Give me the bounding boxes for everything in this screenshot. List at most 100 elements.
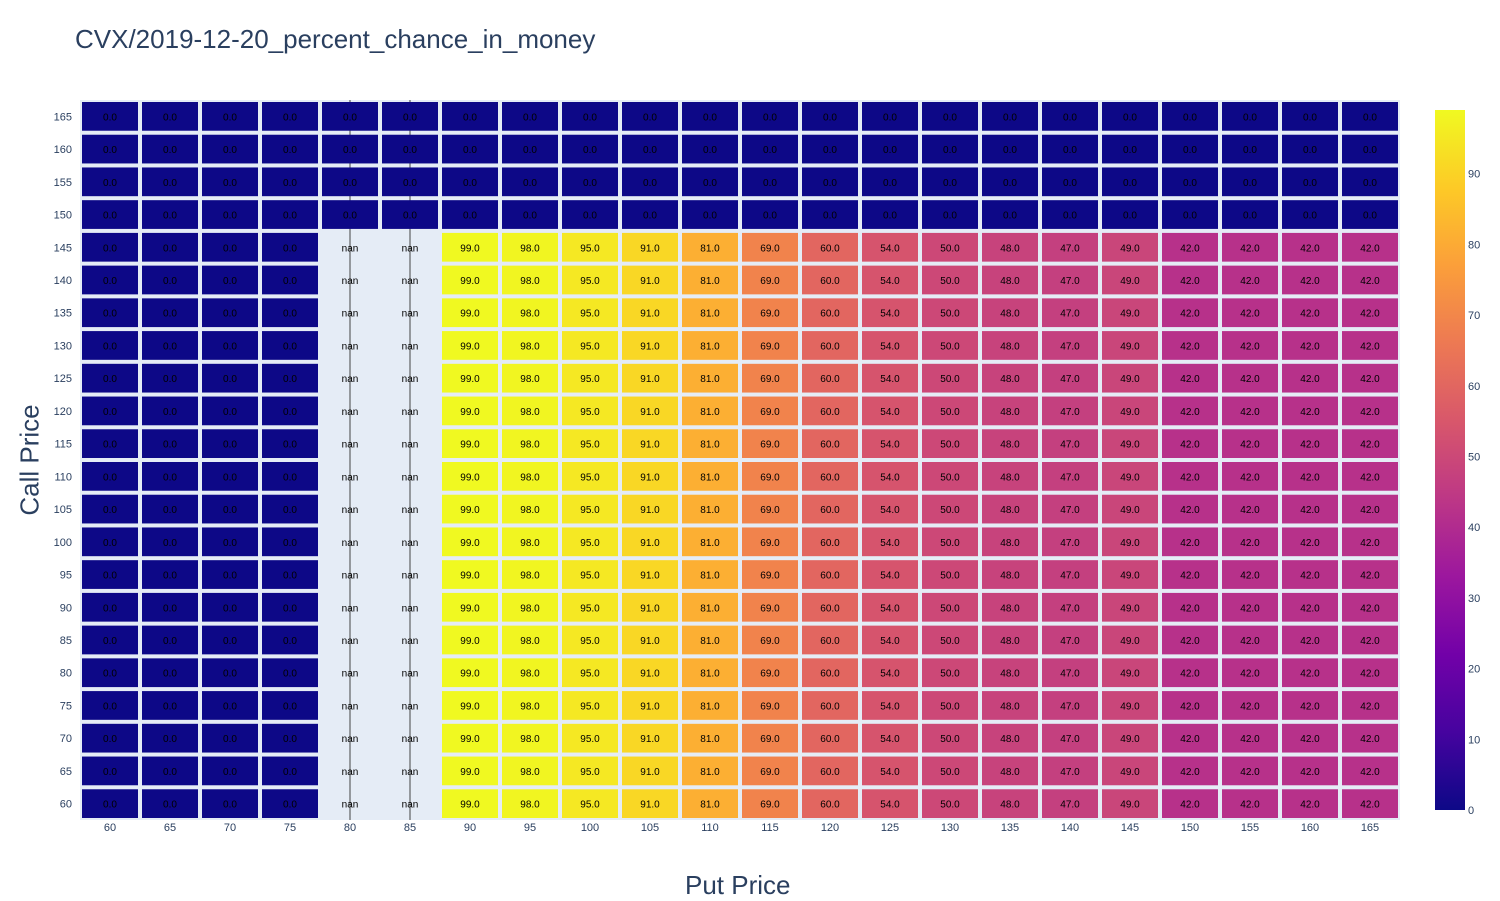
- heatmap-cell: [922, 331, 978, 360]
- colorbar-tick-label: 40: [1468, 522, 1480, 534]
- heatmap-cell: [1222, 592, 1278, 622]
- heatmap-cell: [802, 527, 858, 557]
- heatmap-cell: [442, 363, 498, 393]
- cell-label: 60.0: [820, 309, 840, 320]
- cell-label: 47.0: [1060, 243, 1080, 254]
- cell-label: 91.0: [640, 243, 660, 254]
- heatmap-cell: [202, 232, 258, 262]
- heatmap-cell: [622, 134, 678, 164]
- heatmap-cell: [682, 560, 738, 589]
- cell-label: 49.0: [1120, 243, 1140, 254]
- cell-label: 60.0: [820, 701, 840, 712]
- cell-label: 81.0: [700, 669, 720, 680]
- heatmap-cell: [202, 298, 258, 328]
- cell-label: 42.0: [1180, 767, 1200, 778]
- x-tick-label: 95: [524, 822, 536, 834]
- cell-label: 0.0: [703, 145, 717, 156]
- cell-label: nan: [402, 243, 419, 254]
- heatmap-cell: [1222, 331, 1278, 360]
- cell-label: 60.0: [820, 538, 840, 549]
- heatmap-cell: [82, 592, 138, 622]
- cell-label: 50.0: [940, 309, 960, 320]
- cell-label: 0.0: [523, 112, 537, 123]
- heatmap-cell: [382, 134, 438, 164]
- heatmap-cell: [1162, 560, 1218, 589]
- cell-label: 0.0: [1303, 112, 1317, 123]
- heatmap-cell: [502, 756, 558, 786]
- heatmap-cell: [862, 331, 918, 360]
- cell-label: 0.0: [163, 734, 177, 745]
- cell-label: 0.0: [943, 145, 957, 156]
- heatmap-cell: [682, 265, 738, 295]
- cell-label: 42.0: [1300, 440, 1320, 451]
- heatmap-cell: [562, 167, 618, 197]
- heatmap-cell: [1162, 232, 1218, 262]
- heatmap-cell: [622, 462, 678, 491]
- cell-label: 0.0: [283, 603, 297, 614]
- y-tick-label: 115: [54, 439, 72, 451]
- heatmap-cell: [1102, 363, 1158, 393]
- heatmap-cell: [1342, 560, 1398, 589]
- heatmap-cell: [862, 200, 918, 229]
- heatmap-cell: [1282, 102, 1338, 131]
- heatmap-cell: [1042, 396, 1098, 426]
- cell-label: 47.0: [1060, 440, 1080, 451]
- cell-label: 48.0: [1000, 603, 1020, 614]
- cell-label: 0.0: [163, 505, 177, 516]
- heatmap-cell: [682, 200, 738, 229]
- cell-label: 0.0: [1243, 145, 1257, 156]
- x-tick-label: 120: [821, 822, 839, 834]
- cell-label: nan: [402, 669, 419, 680]
- cell-label: 0.0: [103, 407, 117, 418]
- heatmap-cell: [682, 723, 738, 753]
- heatmap-cell: [382, 167, 438, 197]
- cell-label: 99.0: [460, 800, 480, 811]
- heatmap-cell: [442, 723, 498, 753]
- cell-label: 69.0: [760, 800, 780, 811]
- heatmap-cell: [1162, 396, 1218, 426]
- cell-label: 54.0: [880, 701, 900, 712]
- cell-label: 47.0: [1060, 309, 1080, 320]
- heatmap-cell: [1042, 200, 1098, 229]
- cell-label: 0.0: [703, 178, 717, 189]
- heatmap-cell: [922, 592, 978, 622]
- cell-label: nan: [342, 734, 359, 745]
- heatmap-cell: [982, 331, 1038, 360]
- y-tick-label: 160: [54, 144, 72, 156]
- heatmap-cell: [802, 658, 858, 688]
- cell-label: 69.0: [760, 571, 780, 582]
- heatmap-cell: [1102, 691, 1158, 720]
- heatmap-cell: [1222, 363, 1278, 393]
- heatmap-cell: [1102, 462, 1158, 491]
- heatmap-cell: [562, 691, 618, 720]
- heatmap-cell: [442, 625, 498, 655]
- cell-label: 60.0: [820, 472, 840, 483]
- heatmap-cell: [682, 462, 738, 491]
- cell-label: 42.0: [1300, 243, 1320, 254]
- cell-label: 81.0: [700, 734, 720, 745]
- cell-label: 69.0: [760, 243, 780, 254]
- cell-label: 0.0: [1303, 178, 1317, 189]
- heatmap-cell: [442, 265, 498, 295]
- heatmap-cell: [142, 396, 198, 426]
- heatmap-cell: [1162, 494, 1218, 524]
- heatmap-cell: [562, 723, 618, 753]
- cell-label: 0.0: [943, 112, 957, 123]
- heatmap-cell: [502, 560, 558, 589]
- cell-label: nan: [342, 243, 359, 254]
- cell-label: nan: [342, 309, 359, 320]
- cell-label: 48.0: [1000, 407, 1020, 418]
- heatmap-cell: [502, 625, 558, 655]
- heatmap-cell: [862, 592, 918, 622]
- cell-label: 69.0: [760, 538, 780, 549]
- heatmap-cell: [1342, 265, 1398, 295]
- x-tick-label: 105: [641, 822, 659, 834]
- cell-label: 91.0: [640, 571, 660, 582]
- cell-label: 0.0: [1183, 145, 1197, 156]
- cell-label: 0.0: [283, 309, 297, 320]
- cell-label: 54.0: [880, 276, 900, 287]
- heatmap-cell: [622, 527, 678, 557]
- heatmap-cell: [502, 429, 558, 458]
- cell-label: 0.0: [223, 669, 237, 680]
- cell-label: 0.0: [643, 145, 657, 156]
